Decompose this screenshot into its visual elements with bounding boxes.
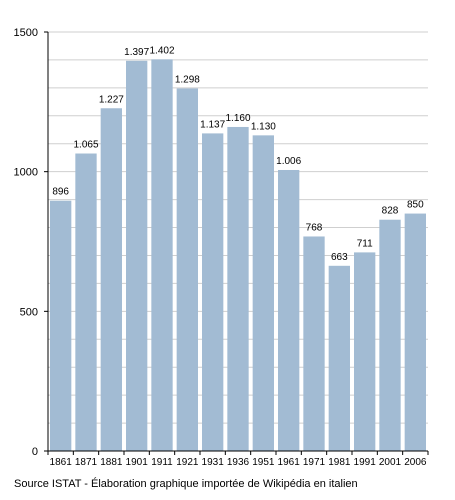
data-label: 663 bbox=[331, 252, 348, 263]
data-label: 850 bbox=[407, 200, 424, 211]
source-caption: Source ISTAT - Élaboration graphique imp… bbox=[14, 478, 358, 490]
x-tick-label: 1971 bbox=[303, 457, 326, 468]
y-tick-label: 1500 bbox=[14, 27, 38, 39]
x-tick-label: 1921 bbox=[176, 457, 199, 468]
axes bbox=[44, 31, 429, 455]
bar bbox=[227, 126, 249, 452]
x-tick-label: 1861 bbox=[50, 457, 73, 468]
data-label: 1.397 bbox=[124, 47, 149, 58]
data-label: 1.065 bbox=[73, 140, 98, 151]
data-label: 1.006 bbox=[276, 156, 301, 167]
y-tick-label: 1000 bbox=[14, 167, 38, 179]
x-tick-label: 1991 bbox=[354, 457, 377, 468]
x-tick-label: 1871 bbox=[75, 457, 98, 468]
data-label: 1.298 bbox=[175, 74, 200, 85]
x-tick-label: 1901 bbox=[126, 457, 149, 468]
x-tick-label: 1981 bbox=[328, 457, 351, 468]
data-label: 1.160 bbox=[225, 113, 250, 124]
bar bbox=[151, 59, 173, 452]
x-tick-labels: 1861 1871 1881 1901 1911 1921 1931 1936 1951 1961… bbox=[50, 457, 427, 468]
y-tick-labels: 0 500 1000 1500 bbox=[14, 27, 38, 458]
bar bbox=[278, 169, 300, 451]
y-tick-label: 500 bbox=[20, 306, 38, 318]
x-tick-label: 2001 bbox=[379, 457, 402, 468]
data-label: 1.227 bbox=[99, 94, 124, 105]
bar bbox=[100, 108, 122, 452]
bars bbox=[50, 59, 426, 452]
bar bbox=[75, 153, 97, 451]
y-tick-label: 0 bbox=[32, 446, 38, 458]
data-label: 896 bbox=[52, 187, 69, 198]
data-label: 1.402 bbox=[149, 45, 174, 56]
bar bbox=[252, 135, 274, 451]
x-tick-label: 1931 bbox=[202, 457, 225, 468]
x-tick-label: 2006 bbox=[404, 457, 427, 468]
data-label: 1.130 bbox=[251, 121, 276, 132]
data-label: 711 bbox=[357, 238, 373, 249]
bar bbox=[176, 88, 198, 452]
x-tick-label: 1881 bbox=[100, 457, 123, 468]
bar bbox=[404, 213, 426, 451]
x-tick-label: 1961 bbox=[278, 457, 301, 468]
bar bbox=[202, 133, 224, 451]
x-tick-label: 1911 bbox=[151, 457, 173, 468]
bar bbox=[379, 219, 401, 451]
x-tick-label: 1951 bbox=[252, 457, 275, 468]
bar bbox=[328, 265, 350, 451]
data-label: 1.137 bbox=[200, 119, 225, 130]
bar bbox=[50, 200, 72, 451]
bar bbox=[126, 60, 148, 451]
bar bbox=[354, 252, 376, 451]
data-label: 828 bbox=[382, 206, 399, 217]
x-tick-label: 1936 bbox=[227, 457, 250, 468]
data-label: 768 bbox=[306, 222, 323, 233]
bar bbox=[303, 236, 325, 451]
